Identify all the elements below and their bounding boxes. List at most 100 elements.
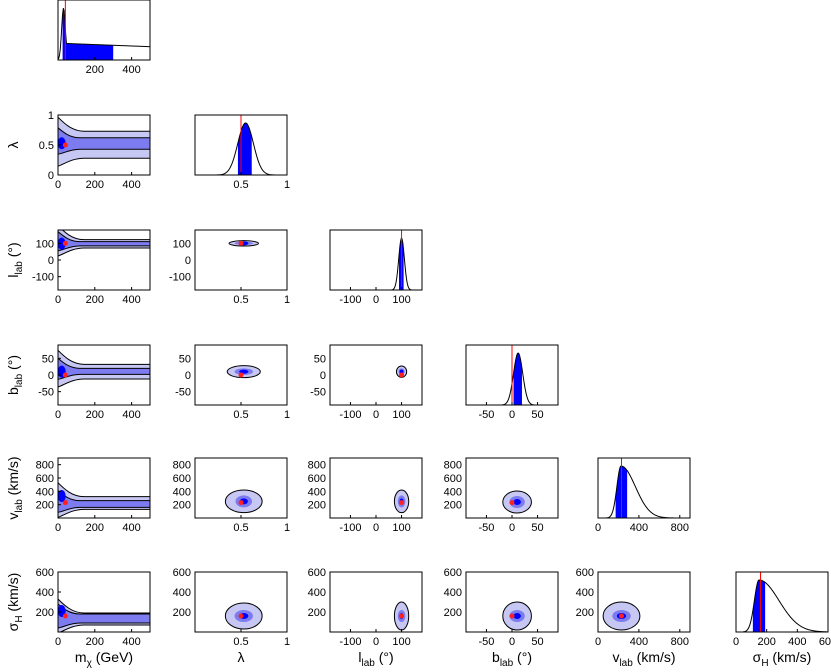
x-tick-label: 0 — [509, 636, 515, 648]
truth-marker — [62, 142, 68, 148]
truth-marker — [399, 613, 405, 619]
y-tick-label: 400 — [444, 486, 462, 498]
x-tick-label: -100 — [339, 294, 361, 306]
y-tick-label: 600 — [308, 567, 326, 579]
panel-frame — [329, 457, 423, 519]
y-tick-label: 0 — [48, 255, 54, 267]
x-tick-label: 50 — [531, 522, 543, 534]
axis-label-b: blab (°) — [492, 649, 532, 669]
axis-label-main: σ — [5, 622, 21, 631]
x-tick-label: 0.5 — [233, 294, 248, 306]
y-tick-label: -100 — [169, 272, 191, 284]
x-tick-label: 0 — [595, 522, 601, 534]
x-tick-label: 0 — [373, 409, 379, 421]
y-tick-label: 400 — [444, 587, 462, 599]
joint-content — [58, 116, 150, 167]
axis-label-unit: (km/s) — [5, 573, 21, 616]
panel-frame — [735, 571, 829, 633]
marginal-credible-fill — [62, 8, 114, 60]
y-tick-label: 400 — [576, 587, 594, 599]
joint-content — [224, 602, 263, 630]
joint-content — [502, 490, 532, 514]
joint-content — [58, 349, 150, 388]
x-tick-label: 800 — [671, 636, 689, 648]
posterior-mode — [58, 237, 66, 250]
x-tick-label: 0.5 — [233, 522, 248, 534]
joint-panel-m-l — [57, 229, 151, 291]
axis-label-main: l — [5, 275, 21, 278]
y-tick-label: 600 — [173, 473, 191, 485]
x-tick-label: 400 — [122, 64, 140, 76]
axis-label-sub: χ — [87, 658, 93, 669]
y-tick-label: 100 — [173, 238, 191, 250]
axis-label-sub: H — [761, 658, 768, 669]
axis-label-v: vlab (km/s) — [5, 456, 25, 519]
axis-label-main: b — [492, 649, 500, 665]
y-tick-label: 800 — [308, 460, 326, 472]
joint-content — [228, 240, 259, 247]
axis-label-m: mχ (GeV) — [75, 649, 133, 669]
axis-label-unit: (km/s) — [633, 649, 676, 665]
x-tick-label: -50 — [478, 522, 494, 534]
x-tick-label: 1 — [284, 409, 290, 421]
x-tick-label: 100 — [392, 409, 410, 421]
y-tick-label: 800 — [444, 460, 462, 472]
truth-marker — [619, 613, 625, 619]
axis-label-main: m — [75, 649, 87, 665]
joint-panel-m-la — [57, 114, 151, 176]
x-tick-label: 50 — [531, 409, 543, 421]
y-tick-label: -50 — [310, 387, 326, 399]
x-tick-label: 400 — [122, 294, 140, 306]
joint-panel-m-s — [57, 571, 151, 633]
panel-frame — [329, 229, 423, 291]
posterior-mode — [58, 605, 66, 617]
truth-marker — [399, 372, 405, 378]
y-tick-label: 200 — [576, 607, 594, 619]
y-tick-label: 400 — [308, 486, 326, 498]
truth-marker — [509, 613, 515, 619]
axis-label-unit: (km/s) — [5, 456, 21, 499]
x-tick-label: 400 — [122, 179, 140, 191]
x-tick-label: 200 — [86, 179, 104, 191]
joint-panel-m-v — [57, 457, 151, 519]
marginal-panel-b — [465, 344, 559, 406]
marginal-panel-v — [597, 457, 691, 519]
x-tick-label: 0 — [55, 636, 61, 648]
marginal-credible-fill — [513, 353, 522, 405]
marginal-panel-s — [735, 571, 829, 633]
truth-marker — [399, 500, 405, 506]
y-tick-label: 600 — [444, 473, 462, 485]
truth-marker — [238, 372, 244, 378]
axis-label-sub: H — [14, 615, 25, 622]
y-tick-label: 200 — [308, 500, 326, 512]
marginal-curve — [598, 465, 691, 519]
y-tick-label: 50 — [314, 353, 326, 365]
x-tick-label: -100 — [339, 636, 361, 648]
x-tick-label: 100 — [392, 522, 410, 534]
x-tick-label: 0 — [509, 522, 515, 534]
joint-panel-l-s — [329, 571, 423, 633]
x-tick-label: 50 — [531, 636, 543, 648]
joint-content — [602, 601, 641, 631]
posterior-mode — [513, 613, 521, 619]
x-tick-label: 0 — [55, 179, 61, 191]
truth-marker — [238, 240, 244, 246]
y-tick-label: 600 — [576, 567, 594, 579]
joint-content — [395, 365, 408, 378]
x-tick-label: 200 — [86, 294, 104, 306]
contour-68 — [58, 231, 150, 252]
joint-content — [393, 601, 410, 631]
x-tick-label: 1 — [284, 179, 290, 191]
axis-label-s: σH (km/s) — [753, 649, 812, 669]
y-tick-label: 600 — [36, 473, 54, 485]
joint-content — [58, 481, 150, 518]
truth-marker — [62, 500, 68, 506]
axis-label-sub: lab — [14, 261, 25, 275]
y-tick-label: 0 — [48, 170, 54, 182]
x-tick-label: 0 — [55, 409, 61, 421]
x-tick-label: 600 — [819, 636, 831, 648]
x-tick-label: 0 — [55, 294, 61, 306]
contour-68 — [58, 127, 150, 155]
x-tick-label: 100 — [392, 294, 410, 306]
joint-content — [226, 365, 261, 379]
